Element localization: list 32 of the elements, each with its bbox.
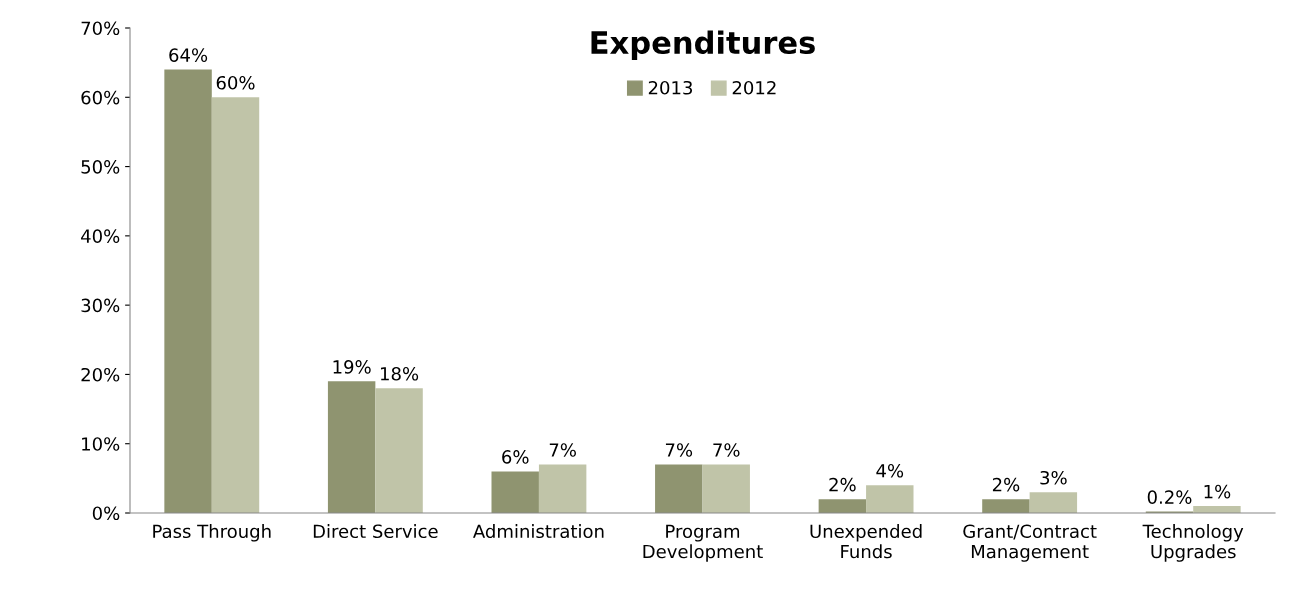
data-label: 18%: [380, 366, 419, 381]
data-label: 19%: [333, 360, 371, 374]
data-label: 7%: [665, 443, 693, 457]
legend-label: 2013: [648, 80, 693, 95]
data-label: 4%: [876, 463, 904, 478]
data-label: 64%: [169, 48, 208, 62]
y-tick-label: 30%: [81, 298, 120, 313]
x-tick-label: Unexpended Funds: [810, 524, 922, 559]
legend-label: 2012: [732, 80, 776, 95]
data-label: 3%: [1040, 470, 1067, 485]
y-tick-label: 70%: [81, 21, 120, 36]
chart-title: Expenditures: [591, 30, 815, 60]
y-tick-label: 20%: [81, 367, 120, 382]
x-tick-label: Pass Through: [153, 524, 271, 542]
x-tick-label: Technology Upgrades: [1142, 524, 1244, 562]
x-tick-label: Administration: [473, 524, 604, 539]
data-label: 2%: [992, 477, 1020, 492]
x-tick-label: Program Development: [643, 524, 763, 562]
data-label: 60%: [216, 75, 255, 90]
x-tick-label: Direct Service: [313, 524, 438, 539]
data-label: 1%: [1204, 484, 1231, 499]
x-tick-label: Grant/Contract Management: [963, 524, 1097, 562]
y-tick-label: 10%: [82, 437, 120, 451]
data-label: 6%: [502, 450, 529, 464]
y-tick-label: 0%: [92, 506, 120, 521]
data-label: 7%: [549, 443, 576, 457]
data-label: 7%: [713, 443, 740, 457]
y-tick-label: 60%: [81, 90, 120, 105]
y-tick-label: 50%: [81, 160, 120, 174]
data-label: 2%: [829, 477, 856, 492]
data-label: 0.2%: [1147, 490, 1192, 504]
y-tick-label: 40%: [81, 229, 120, 243]
